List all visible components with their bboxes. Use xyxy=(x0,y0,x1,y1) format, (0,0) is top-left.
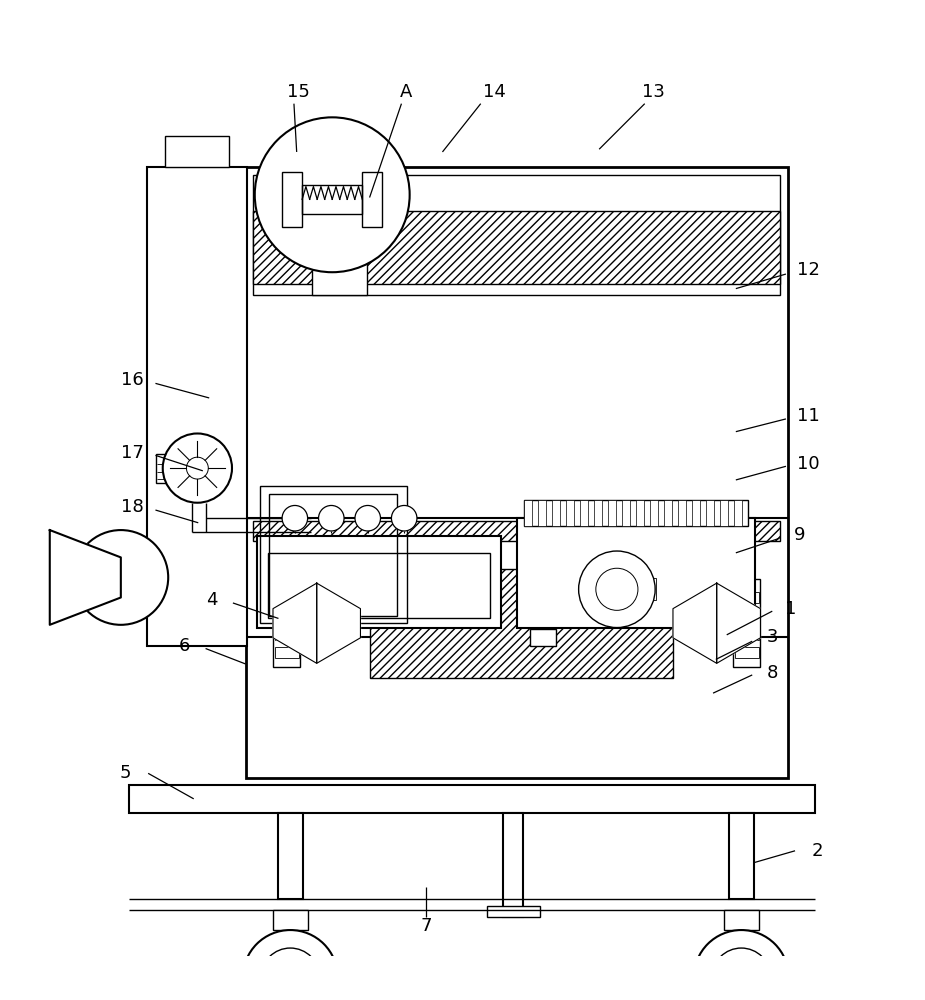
Bar xyxy=(524,500,533,526)
Bar xyxy=(278,813,303,899)
Polygon shape xyxy=(50,530,121,625)
Bar xyxy=(706,500,714,526)
Text: 16: 16 xyxy=(121,371,144,389)
Circle shape xyxy=(261,948,320,1000)
Circle shape xyxy=(243,930,338,1000)
Bar xyxy=(256,536,500,628)
Bar xyxy=(716,629,742,646)
Bar xyxy=(636,500,645,526)
Bar xyxy=(594,500,602,526)
Bar xyxy=(538,500,547,526)
Bar xyxy=(275,610,299,621)
Circle shape xyxy=(391,505,417,531)
Bar xyxy=(487,906,539,917)
Bar xyxy=(735,629,758,640)
Bar xyxy=(735,592,758,603)
Bar xyxy=(503,813,524,917)
Text: 14: 14 xyxy=(483,83,506,101)
Bar xyxy=(121,557,148,597)
Bar xyxy=(729,813,754,899)
Bar xyxy=(275,647,299,658)
Circle shape xyxy=(282,505,308,531)
Bar xyxy=(530,629,556,646)
Bar xyxy=(640,578,656,600)
Bar xyxy=(253,521,781,541)
Circle shape xyxy=(278,966,302,989)
Text: 4: 4 xyxy=(206,591,217,609)
Circle shape xyxy=(163,433,232,503)
Bar xyxy=(692,500,700,526)
Bar xyxy=(524,500,748,526)
Polygon shape xyxy=(673,583,717,663)
Bar xyxy=(282,172,302,227)
Bar xyxy=(273,579,301,667)
Bar xyxy=(273,910,308,930)
Bar xyxy=(363,172,382,227)
Bar xyxy=(267,553,489,618)
Text: 15: 15 xyxy=(287,83,310,101)
Circle shape xyxy=(318,505,344,531)
Text: 12: 12 xyxy=(797,261,820,279)
Polygon shape xyxy=(717,583,760,663)
Bar xyxy=(312,249,367,295)
Bar xyxy=(275,629,299,640)
Bar xyxy=(253,175,781,295)
Bar xyxy=(156,454,184,483)
Bar xyxy=(166,136,229,167)
Circle shape xyxy=(187,457,208,479)
Text: 17: 17 xyxy=(121,444,144,462)
Bar xyxy=(734,500,743,526)
Bar xyxy=(517,518,755,628)
Bar xyxy=(302,185,363,214)
Circle shape xyxy=(694,930,789,1000)
Bar xyxy=(606,570,617,608)
Text: 1: 1 xyxy=(784,600,796,618)
Text: 9: 9 xyxy=(794,526,806,544)
Text: 13: 13 xyxy=(642,83,665,101)
Bar xyxy=(275,592,299,603)
Circle shape xyxy=(736,973,746,982)
Bar xyxy=(650,500,659,526)
Bar xyxy=(734,579,760,667)
Circle shape xyxy=(579,551,655,628)
Circle shape xyxy=(596,568,638,610)
Bar xyxy=(269,494,398,616)
Circle shape xyxy=(355,505,380,531)
Text: 10: 10 xyxy=(797,455,820,473)
Circle shape xyxy=(73,530,168,625)
Text: 3: 3 xyxy=(767,628,778,646)
Bar xyxy=(129,785,815,813)
Bar xyxy=(678,500,686,526)
Bar xyxy=(246,167,788,778)
Text: 8: 8 xyxy=(767,664,778,682)
Bar xyxy=(724,910,758,930)
Circle shape xyxy=(254,117,410,272)
Polygon shape xyxy=(273,583,316,663)
Circle shape xyxy=(712,948,771,1000)
Bar xyxy=(580,500,588,526)
Bar xyxy=(664,500,672,526)
Polygon shape xyxy=(316,583,361,663)
Text: A: A xyxy=(400,83,413,101)
Text: 2: 2 xyxy=(812,842,823,860)
Bar xyxy=(735,610,758,621)
Bar xyxy=(735,647,758,658)
Text: 18: 18 xyxy=(121,498,144,516)
Bar xyxy=(370,569,673,678)
Text: 5: 5 xyxy=(119,764,131,782)
Bar xyxy=(566,500,574,526)
Bar xyxy=(260,486,407,623)
Circle shape xyxy=(286,973,295,982)
Bar xyxy=(720,500,728,526)
Bar xyxy=(552,500,561,526)
Bar xyxy=(147,167,248,646)
Text: 11: 11 xyxy=(797,407,820,425)
Text: 6: 6 xyxy=(179,637,191,655)
Bar xyxy=(608,500,616,526)
Bar xyxy=(253,211,781,284)
Text: 7: 7 xyxy=(420,917,432,935)
Circle shape xyxy=(730,966,753,989)
Bar xyxy=(622,500,630,526)
